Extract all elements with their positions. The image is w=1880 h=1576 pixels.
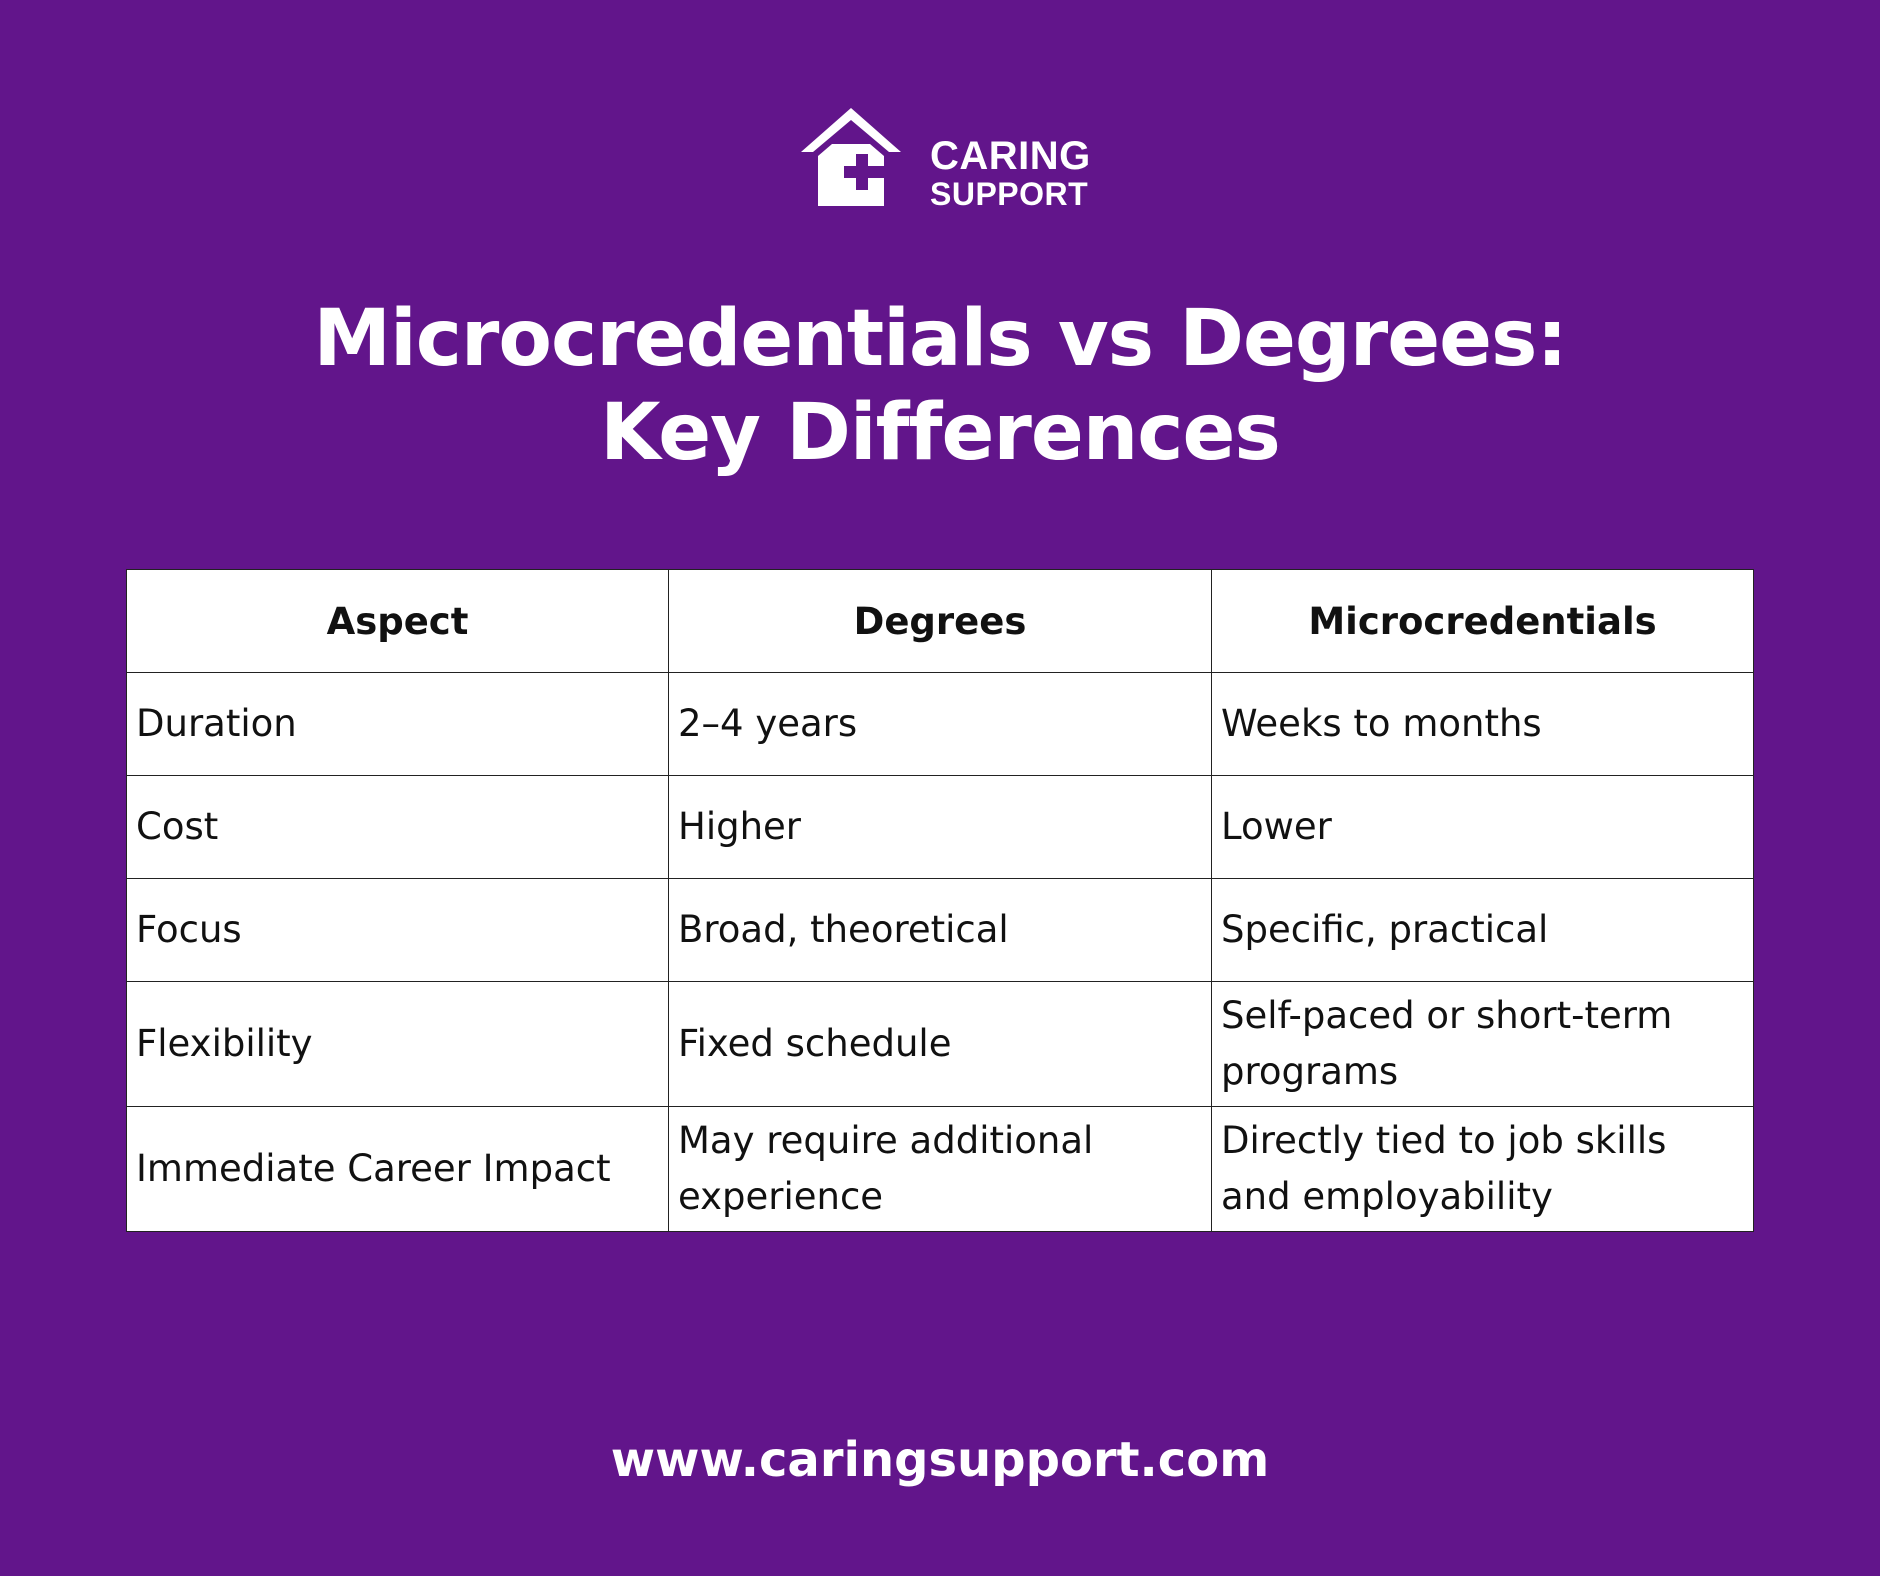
table-cell: Focus <box>126 878 669 982</box>
table-row: Focus Broad, theoretical Specific, pract… <box>126 878 1754 982</box>
page-title-line1: Microcredentials vs Degrees: <box>313 294 1567 384</box>
house-cross-icon <box>801 108 901 206</box>
table-row: Flexibility Fixed schedule Self-paced or… <box>126 981 1754 1107</box>
website-url: www.caringsupport.com <box>610 1432 1270 1488</box>
table-cell: Lower <box>1211 775 1754 879</box>
logo-text-line1: CARING <box>930 134 1091 178</box>
logo-text-line2: SUPPORT <box>930 176 1089 212</box>
table-header-row: Aspect Degrees Microcredentials <box>126 569 1754 673</box>
table-cell: Broad, theoretical <box>668 878 1212 982</box>
comparison-table: Aspect Degrees Microcredentials Duration… <box>126 569 1754 1232</box>
table-cell: Fixed schedule <box>668 981 1212 1107</box>
page-title: Microcredentials vs Degrees: Key Differe… <box>0 292 1880 480</box>
table-cell: Specific, practical <box>1211 878 1754 982</box>
table-cell: May require additional experience <box>668 1106 1212 1232</box>
caring-support-logo: CARING SUPPORT <box>800 106 1090 212</box>
header-degrees: Degrees <box>668 569 1212 673</box>
table-cell: Directly tied to job skills and employab… <box>1211 1106 1754 1232</box>
table-cell: Cost <box>126 775 669 879</box>
logo-wordmark: CARING SUPPORT <box>930 136 1091 212</box>
table-row: Duration 2–4 years Weeks to months <box>126 672 1754 776</box>
page-title-line2: Key Differences <box>600 388 1281 478</box>
table-row: Immediate Career Impact May require addi… <box>126 1106 1754 1232</box>
table-cell: Weeks to months <box>1211 672 1754 776</box>
table-cell: Immediate Career Impact <box>126 1106 669 1232</box>
table-cell: 2–4 years <box>668 672 1212 776</box>
table-cell: Self-paced or short-term programs <box>1211 981 1754 1107</box>
table-cell: Higher <box>668 775 1212 879</box>
table-cell: Duration <box>126 672 669 776</box>
table-cell: Flexibility <box>126 981 669 1107</box>
table-row: Cost Higher Lower <box>126 775 1754 879</box>
header-microcredentials: Microcredentials <box>1211 569 1754 673</box>
header-aspect: Aspect <box>126 569 669 673</box>
